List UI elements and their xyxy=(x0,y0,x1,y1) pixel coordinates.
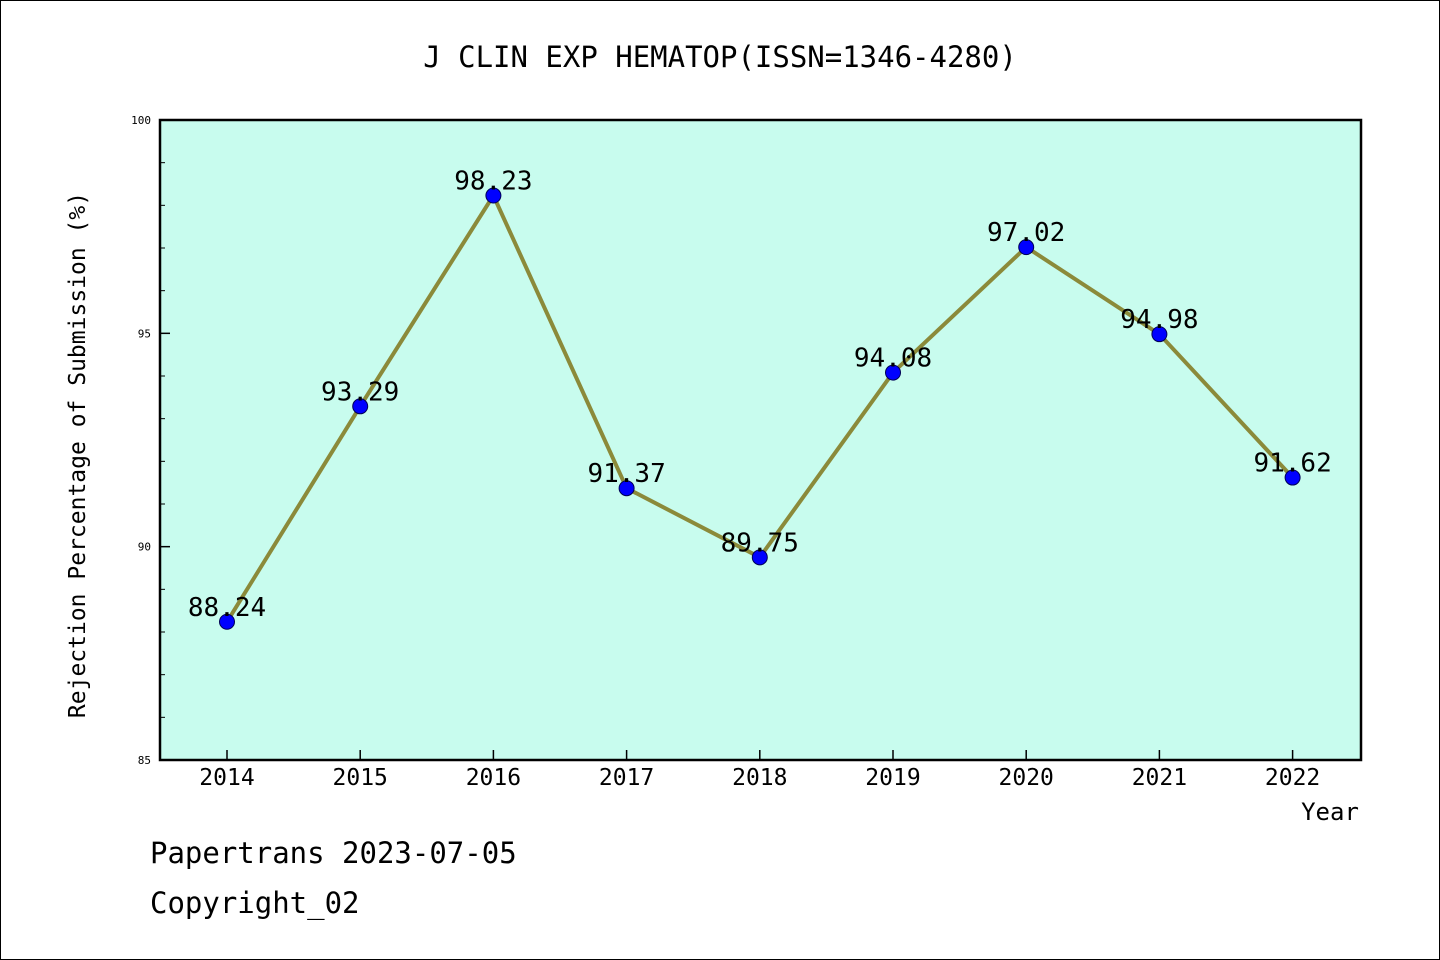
data-points xyxy=(219,187,1301,630)
y-axis-label: Rejection Percentage of Submission (%) xyxy=(65,192,91,718)
x-axis-label: Year xyxy=(1301,798,1359,826)
data-labels: 88.24 93.29 98.23 91.37 89.75 94.08 97.02 94.98… xyxy=(188,167,1332,623)
data-point xyxy=(618,480,635,497)
x-tick-label: 2018 xyxy=(732,765,787,791)
x-tick-label: 2021 xyxy=(1132,765,1187,791)
x-tick-label: 2020 xyxy=(999,765,1054,791)
data-point xyxy=(885,364,901,381)
x-tick-label: 2022 xyxy=(1265,765,1320,791)
data-point xyxy=(1284,469,1301,486)
data-point xyxy=(1151,326,1168,343)
data-label: 89.75 xyxy=(721,528,799,558)
footer-copyright: Copyright_02 xyxy=(150,886,360,921)
data-point xyxy=(352,398,369,415)
data-label: 97.02 xyxy=(987,218,1065,248)
data-point xyxy=(751,549,768,566)
x-tick-label: 2014 xyxy=(199,765,254,791)
data-label: 91.62 xyxy=(1253,449,1331,479)
plot-area xyxy=(160,120,1361,760)
plot-border xyxy=(158,118,1363,762)
y-tick-label: 100 xyxy=(131,114,151,127)
x-tick-label: 2016 xyxy=(466,765,521,791)
x-tick-label: 2017 xyxy=(599,765,654,791)
data-label: 94.08 xyxy=(854,344,932,374)
data-point xyxy=(219,613,235,630)
data-label: 91.37 xyxy=(587,459,665,489)
data-label: 88.24 xyxy=(188,593,266,623)
x-tick-label: 2019 xyxy=(865,765,920,791)
y-tick-label: 85 xyxy=(138,754,151,767)
data-point xyxy=(485,187,502,204)
y-tick-label: 95 xyxy=(138,327,151,340)
x-axis: 2014 2015 2016 2017 2018 2019 2020 2021 2022 xyxy=(199,750,1320,791)
data-label: 94.98 xyxy=(1120,305,1198,335)
data-label: 93.29 xyxy=(321,377,399,407)
data-label: 98.23 xyxy=(454,167,532,197)
chart-title: J CLIN EXP HEMATOP(ISSN=1346-4280) xyxy=(423,40,1017,74)
x-tick-label: 2015 xyxy=(333,765,388,791)
y-tick-label: 90 xyxy=(138,541,151,554)
data-point xyxy=(1018,239,1035,256)
footer-source: Papertrans 2023-07-05 xyxy=(150,836,517,870)
